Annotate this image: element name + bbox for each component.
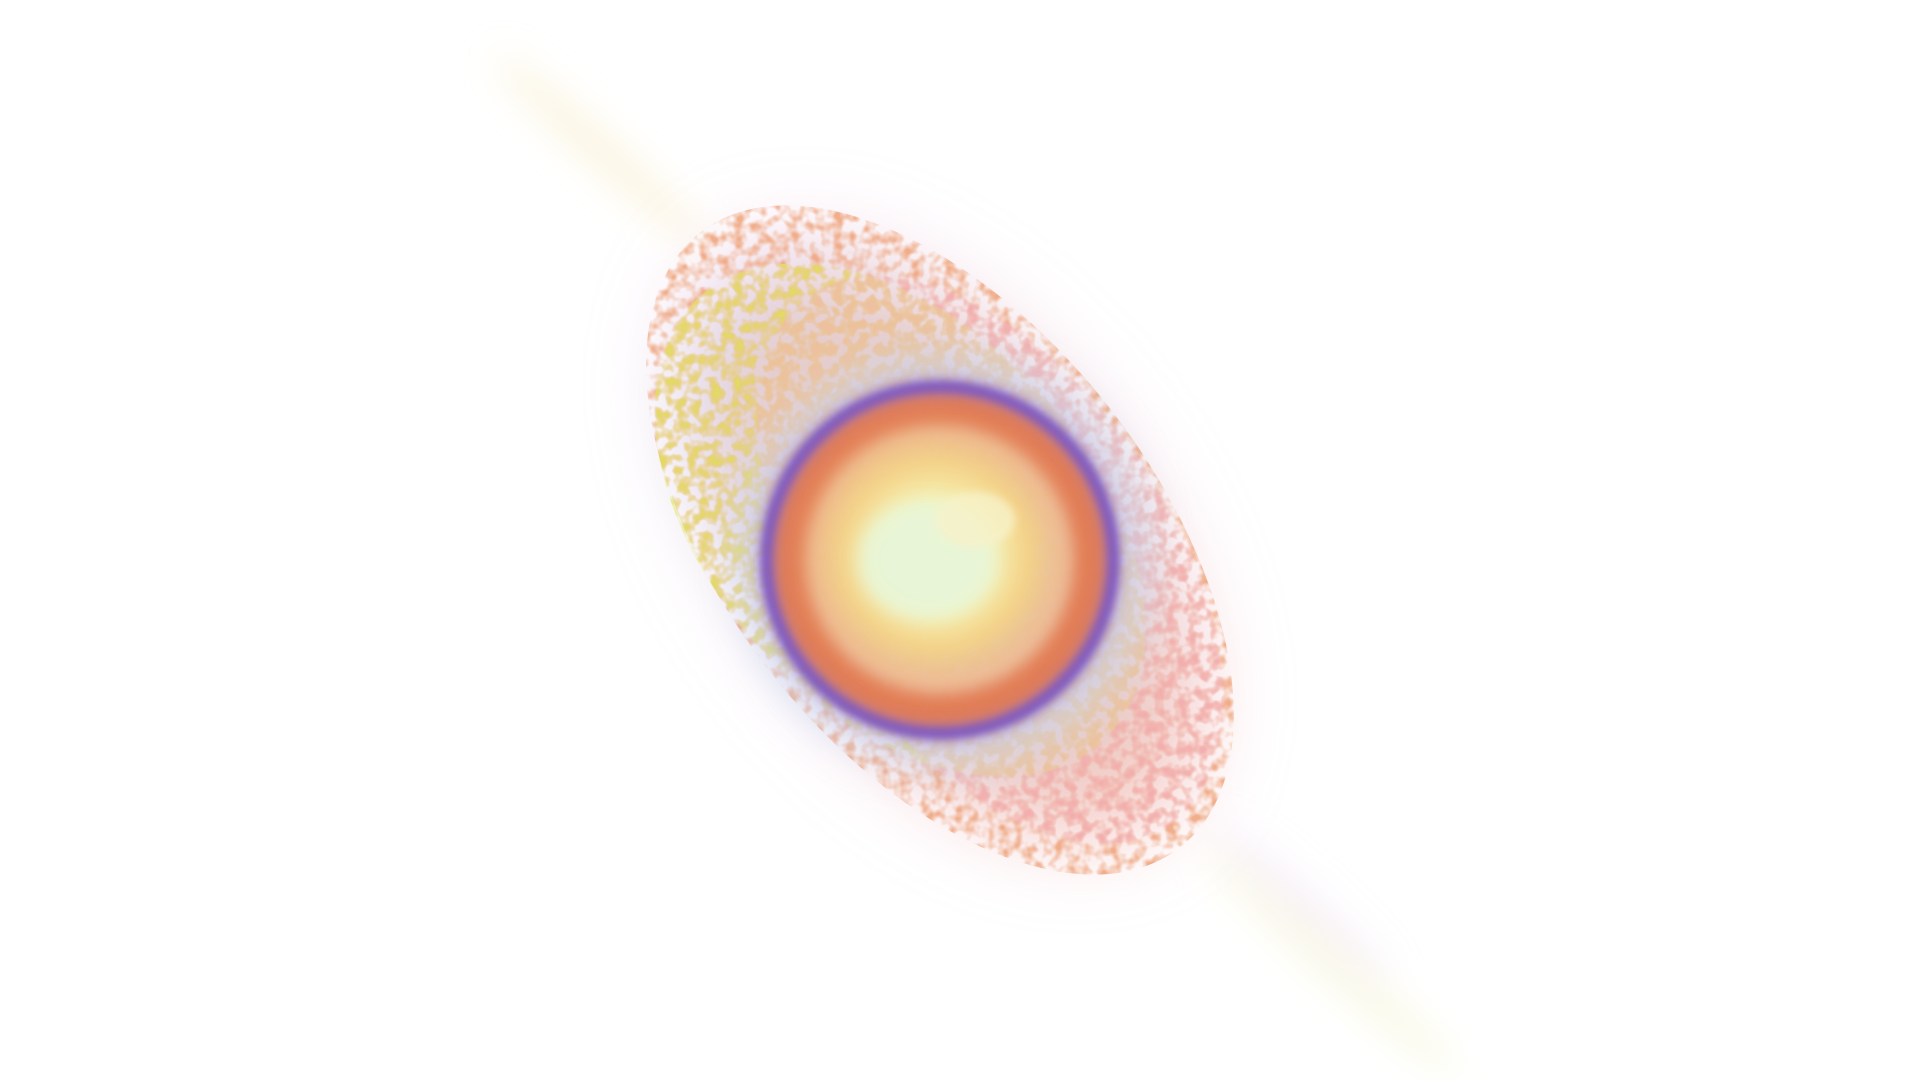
jet-streaks: [495, 55, 1457, 1075]
nebula-core: [795, 415, 1075, 695]
